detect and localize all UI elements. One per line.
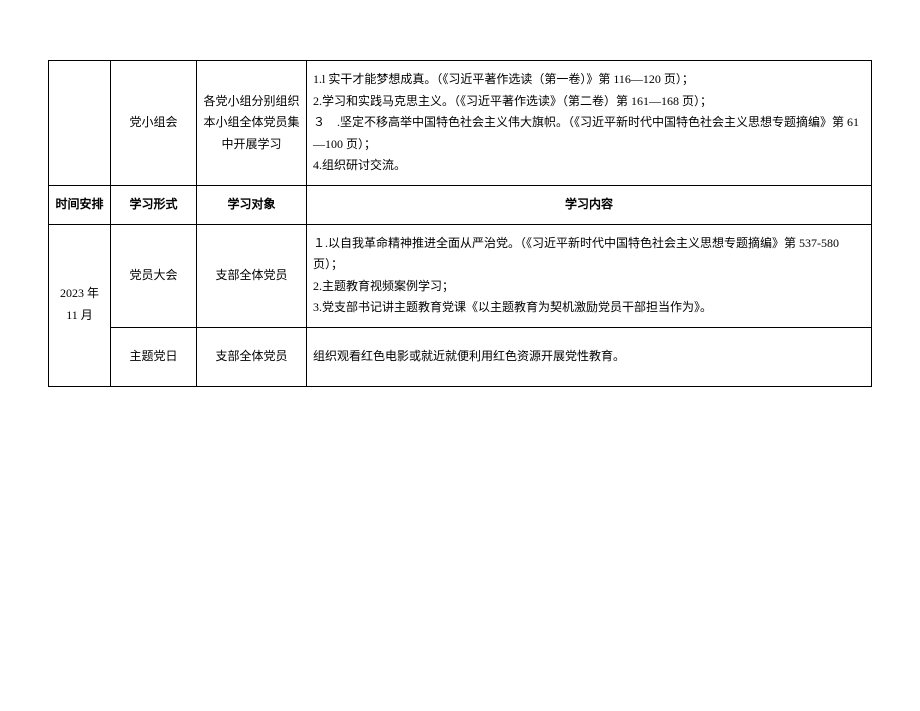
header-time: 时间安排 — [49, 185, 111, 224]
content-cell: 组织观看红色电影或就近就便利用红色资源开展党性教育。 — [307, 327, 872, 386]
study-plan-table-container: 党小组会 各党小组分别组织本小组全体党员集中开展学习 1.l 实干才能梦想成真。… — [48, 60, 872, 387]
header-form: 学习形式 — [111, 185, 197, 224]
time-cell-empty — [49, 61, 111, 186]
content-cell: １.以自我革命精神推进全面从严治党。（《习近平新时代中国特色社会主义思想专题摘编… — [307, 224, 872, 327]
time-cell: 2023 年11 月 — [49, 224, 111, 386]
form-cell: 党员大会 — [111, 224, 197, 327]
form-cell: 党小组会 — [111, 61, 197, 186]
table-row: 党小组会 各党小组分别组织本小组全体党员集中开展学习 1.l 实干才能梦想成真。… — [49, 61, 872, 186]
target-cell: 各党小组分别组织本小组全体党员集中开展学习 — [197, 61, 307, 186]
study-plan-table: 党小组会 各党小组分别组织本小组全体党员集中开展学习 1.l 实干才能梦想成真。… — [48, 60, 872, 387]
table-row: 2023 年11 月 党员大会 支部全体党员 １.以自我革命精神推进全面从严治党… — [49, 224, 872, 327]
content-cell: 1.l 实干才能梦想成真。（《习近平著作选读（第一卷）》第 116—120 页）… — [307, 61, 872, 186]
target-cell: 支部全体党员 — [197, 224, 307, 327]
table-header-row: 时间安排 学习形式 学习对象 学习内容 — [49, 185, 872, 224]
table-row: 主题党日 支部全体党员 组织观看红色电影或就近就便利用红色资源开展党性教育。 — [49, 327, 872, 386]
target-cell: 支部全体党员 — [197, 327, 307, 386]
header-target: 学习对象 — [197, 185, 307, 224]
form-cell: 主题党日 — [111, 327, 197, 386]
header-content: 学习内容 — [307, 185, 872, 224]
